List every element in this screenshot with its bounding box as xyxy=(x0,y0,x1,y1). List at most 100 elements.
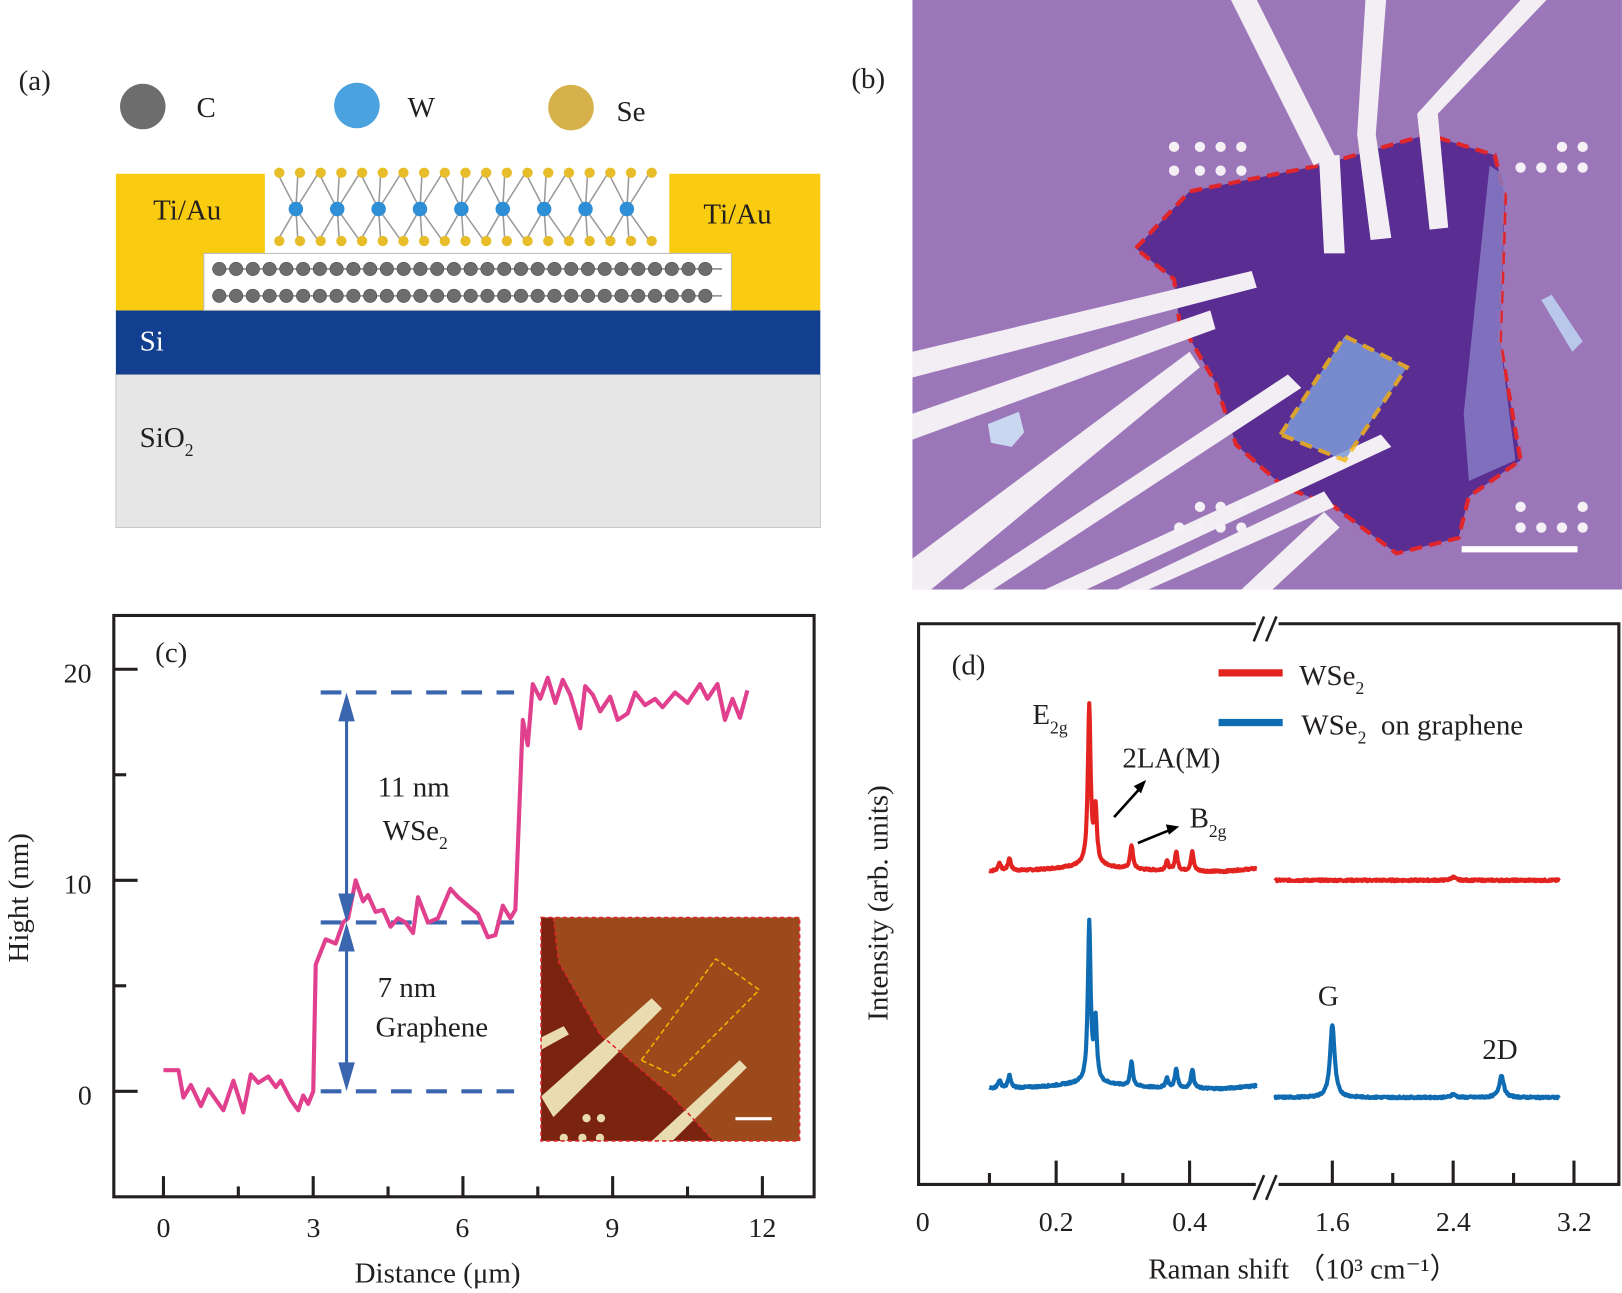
legend-label-wse2: WSe2 xyxy=(1299,660,1364,698)
alignment-dot xyxy=(1236,141,1247,153)
carbon-atom-swatch xyxy=(120,83,166,130)
y-tick-label: 0 xyxy=(78,1081,92,1112)
panel-a-schematic: (a) C W Se SiO2 Si Ti/Au Ti/Au xyxy=(19,65,821,529)
carbon-atom xyxy=(396,288,411,303)
selenium-atom xyxy=(439,235,450,247)
selenium-atom xyxy=(522,167,533,178)
carbon-atom xyxy=(329,261,344,276)
carbon-atom xyxy=(212,288,227,303)
carbon-atom xyxy=(648,261,662,276)
x-axis-label: Distance (μm) xyxy=(355,1258,521,1290)
selenium-atom xyxy=(646,235,657,247)
panel-c-label: (c) xyxy=(155,637,187,669)
alignment-dot xyxy=(1215,522,1226,533)
carbon-atom xyxy=(312,261,327,276)
carbon-atom xyxy=(346,288,361,303)
peak-label-2d: 2D xyxy=(1482,1034,1517,1066)
alignment-dot xyxy=(1515,162,1526,173)
y-tick-label: 20 xyxy=(64,659,92,690)
selenium-atom xyxy=(418,167,430,178)
alignment-dot xyxy=(1536,162,1547,173)
selenium-legend-label: Se xyxy=(617,96,646,128)
selenium-atom xyxy=(439,167,450,178)
y-tick-label: 10 xyxy=(64,870,92,901)
alignment-dot xyxy=(1236,165,1247,176)
carbon-atom xyxy=(279,261,294,276)
carbon-atom xyxy=(212,261,227,276)
alignment-dot xyxy=(1577,141,1588,153)
selenium-atom xyxy=(522,235,533,247)
alignment-dot xyxy=(1556,162,1568,173)
x-tick-label: 0.2 xyxy=(1039,1207,1074,1238)
tungsten-atom xyxy=(371,201,386,217)
carbon-atom xyxy=(564,288,579,303)
carbon-atom xyxy=(296,288,311,303)
si-layer xyxy=(115,310,821,375)
x-axis-label: Raman shift （10³ cm⁻¹） xyxy=(1148,1254,1458,1286)
selenium-atom xyxy=(605,167,616,178)
si-label: Si xyxy=(140,326,164,358)
thickness-arrows xyxy=(338,692,355,1092)
sio2-label: SiO2 xyxy=(140,422,194,460)
plot-frame xyxy=(917,622,1621,1186)
peak-label-b2g: B2g xyxy=(1190,803,1227,841)
alignment-dot xyxy=(1174,522,1185,533)
sample-flake-outline xyxy=(1132,132,1523,556)
selenium-atom xyxy=(274,235,285,247)
arrow-head xyxy=(338,692,355,722)
carbon-atom xyxy=(681,261,696,276)
alignment-dot xyxy=(1556,141,1568,153)
thin-flake-region xyxy=(1463,165,1516,481)
selenium-atom xyxy=(315,167,326,178)
x-tick-label: 12 xyxy=(748,1213,776,1244)
carbon-atom xyxy=(229,261,244,276)
alignment-dot xyxy=(1194,522,1206,533)
axes xyxy=(113,667,764,1197)
selenium-atom xyxy=(625,167,637,178)
carbon-atom xyxy=(346,261,361,276)
x-tick-label: 2.4 xyxy=(1436,1207,1471,1238)
wse2-lattice xyxy=(274,167,657,247)
selenium-atom xyxy=(356,167,368,178)
selenium-atom xyxy=(605,235,616,247)
peak-label-e2g: E2g xyxy=(1032,699,1067,737)
carbon-atom xyxy=(312,288,327,303)
y-axis-label: Intensity (arb. units) xyxy=(863,785,895,1021)
carbon-atom xyxy=(279,288,294,303)
peak-label-g: G xyxy=(1318,980,1339,1012)
x-tick-label: 9 xyxy=(605,1213,619,1244)
spectrum-wse2 xyxy=(1273,874,1561,884)
selenium-atom xyxy=(336,167,347,178)
tungsten-atom xyxy=(288,201,304,217)
afm-inset-image xyxy=(540,916,801,1142)
carbon-atom xyxy=(530,261,545,276)
alignment-dot xyxy=(1194,141,1206,153)
wse2-thickness-material: WSe2 xyxy=(383,815,448,853)
tungsten-atom xyxy=(454,201,469,217)
carbon-atom xyxy=(379,288,394,303)
tungsten-legend-label: W xyxy=(408,92,436,124)
scale-bar xyxy=(1461,546,1578,553)
carbon-atom xyxy=(631,261,646,276)
legend-label-wse2-on-graphene: WSe2 on graphene xyxy=(1301,709,1523,747)
carbon-atom xyxy=(413,261,428,276)
carbon-atom xyxy=(430,261,445,276)
carbon-atom xyxy=(229,288,244,303)
x-tick-label: 3.2 xyxy=(1557,1207,1592,1238)
selenium-atom xyxy=(398,235,409,247)
selenium-atom xyxy=(625,235,637,247)
arrow-2la xyxy=(1113,785,1143,819)
selenium-atom xyxy=(356,235,368,247)
carbon-atom xyxy=(698,288,713,303)
legend-swatch-wse2-on-graphene xyxy=(1218,718,1283,727)
carbon-atom xyxy=(262,288,277,303)
x-tick-label: 0 xyxy=(916,1207,930,1238)
arrow-head xyxy=(338,893,355,923)
alignment-dot xyxy=(1215,141,1226,153)
alignment-dot xyxy=(1236,501,1247,513)
carbon-atom xyxy=(681,288,696,303)
selenium-atom xyxy=(646,167,657,178)
carbon-atom xyxy=(547,288,562,303)
selenium-atom xyxy=(563,235,575,247)
alignment-dot xyxy=(1515,522,1526,533)
